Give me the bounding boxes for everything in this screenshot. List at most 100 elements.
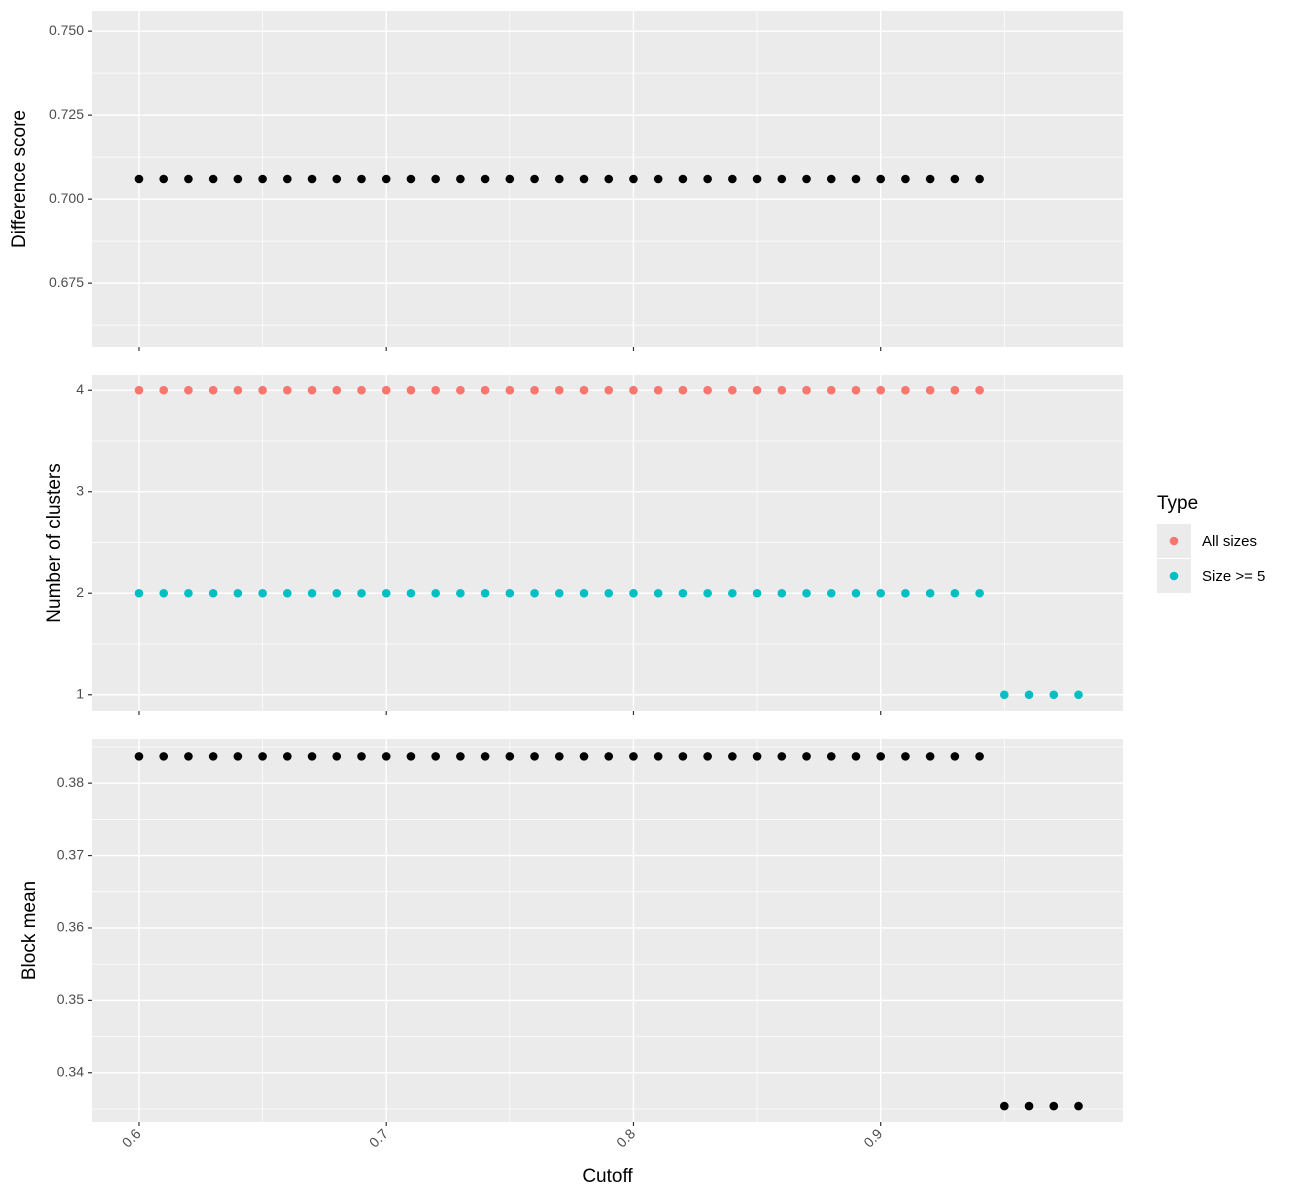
point xyxy=(653,752,663,761)
point xyxy=(777,174,787,184)
point xyxy=(456,588,465,598)
point xyxy=(159,588,169,598)
x-tick-label: 0.6 xyxy=(119,1125,144,1150)
point xyxy=(777,588,787,598)
point xyxy=(752,588,762,598)
y-tick-label: 2 xyxy=(76,584,84,600)
point xyxy=(629,385,638,395)
point xyxy=(579,588,589,598)
point xyxy=(876,174,886,184)
point xyxy=(258,588,267,598)
point xyxy=(530,385,539,395)
point xyxy=(208,752,218,761)
point xyxy=(332,385,342,395)
point xyxy=(950,174,960,184)
point xyxy=(1000,690,1009,700)
panel-background xyxy=(92,375,1123,711)
y-tick-label: 4 xyxy=(76,381,84,397)
point xyxy=(851,385,861,395)
point xyxy=(381,174,391,184)
point xyxy=(208,588,218,598)
point xyxy=(406,588,416,598)
point xyxy=(901,588,910,598)
point xyxy=(604,385,614,395)
point xyxy=(480,588,490,598)
point xyxy=(876,752,886,761)
point xyxy=(134,174,144,184)
legend-label: Size >= 5 xyxy=(1202,568,1265,585)
point xyxy=(653,174,663,184)
point xyxy=(1049,690,1059,700)
point xyxy=(505,588,515,598)
y-tick-label: 0.34 xyxy=(57,1063,84,1079)
point xyxy=(431,174,440,184)
point xyxy=(357,588,366,598)
y-axis-title: Difference score xyxy=(9,110,30,248)
point xyxy=(307,385,317,395)
point xyxy=(258,385,267,395)
point xyxy=(826,752,836,761)
point xyxy=(826,385,836,395)
point xyxy=(901,385,910,395)
point xyxy=(752,385,762,395)
point xyxy=(950,385,960,395)
point xyxy=(233,752,243,761)
point xyxy=(283,752,292,761)
point xyxy=(876,385,886,395)
point xyxy=(851,752,861,761)
point xyxy=(604,588,614,598)
point xyxy=(703,752,712,761)
y-tick-label: 0.725 xyxy=(49,106,84,122)
point xyxy=(950,752,960,761)
point xyxy=(258,752,267,761)
point xyxy=(1024,690,1034,700)
point xyxy=(134,588,144,598)
point xyxy=(456,385,465,395)
point xyxy=(283,385,292,395)
point xyxy=(307,752,317,761)
point xyxy=(332,752,342,761)
point xyxy=(1000,1101,1009,1111)
point xyxy=(1024,1101,1034,1111)
point xyxy=(530,174,539,184)
y-tick-label: 0.675 xyxy=(49,274,84,290)
point xyxy=(134,752,144,761)
point xyxy=(777,752,787,761)
point xyxy=(208,174,218,184)
point xyxy=(233,174,243,184)
point xyxy=(456,752,465,761)
point xyxy=(406,752,416,761)
point xyxy=(851,174,861,184)
legend-marker xyxy=(1169,536,1179,546)
legend-title: Type xyxy=(1157,493,1198,514)
point xyxy=(1049,1101,1059,1111)
point xyxy=(233,588,243,598)
point xyxy=(406,174,416,184)
panel-background xyxy=(92,739,1123,1122)
point xyxy=(159,385,169,395)
point xyxy=(728,752,737,761)
point xyxy=(431,752,440,761)
point xyxy=(802,385,811,395)
point xyxy=(678,752,688,761)
point xyxy=(307,174,317,184)
point xyxy=(752,752,762,761)
point xyxy=(456,174,465,184)
point xyxy=(381,385,391,395)
x-tick-label: 0.9 xyxy=(860,1125,885,1150)
point xyxy=(1074,1101,1083,1111)
point xyxy=(703,385,712,395)
point xyxy=(579,385,589,395)
point xyxy=(208,385,218,395)
point xyxy=(925,385,935,395)
point xyxy=(925,588,935,598)
point xyxy=(678,174,688,184)
y-tick-label: 0.700 xyxy=(49,190,84,206)
point xyxy=(357,174,366,184)
point xyxy=(925,174,935,184)
point xyxy=(950,588,960,598)
y-tick-label: 0.38 xyxy=(57,774,84,790)
point xyxy=(480,385,490,395)
point xyxy=(159,752,169,761)
